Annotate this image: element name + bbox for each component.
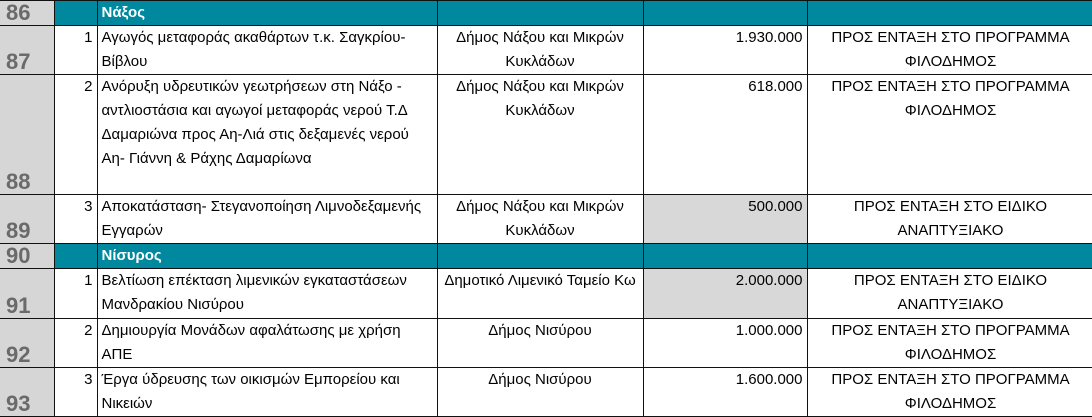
row-header[interactable]: 90: [0, 243, 55, 269]
row-header[interactable]: 92: [0, 318, 55, 368]
row-header[interactable]: 88: [0, 74, 55, 195]
row-header[interactable]: 86: [0, 0, 55, 26]
amount-cell[interactable]: 1.000.000: [642, 318, 808, 368]
table-row: 88 2 Ανόρυξη υδρευτικών γεωτρήσεων στη Νάξ…: [0, 74, 1092, 195]
cell-empty[interactable]: [436, 0, 644, 26]
amount-cell[interactable]: 618.000: [642, 74, 808, 195]
row-header[interactable]: 91: [0, 268, 55, 319]
row-header[interactable]: 89: [0, 194, 55, 244]
body-cell[interactable]: Δημοτικό Λιμενικό Ταμείο Κω: [436, 268, 644, 319]
section-row: 86 Νάξος: [0, 0, 1092, 26]
row-header[interactable]: 87: [0, 25, 55, 75]
project-cell[interactable]: Αγωγός μεταφοράς ακαθάρτων τ.κ. Σαγκρίου…: [96, 25, 438, 75]
body-cell[interactable]: Δήμος Νάξου και Μικρών Κυκλάδων: [436, 194, 644, 244]
table-row: 87 1 Αγωγός μεταφοράς ακαθάρτων τ.κ. Σαγκρ…: [0, 25, 1092, 75]
amount-cell[interactable]: 1.930.000: [642, 25, 808, 75]
status-cell[interactable]: ΠΡΟΣ ΕΝΤΑΞΗ ΣΤΟ ΠΡΟΓΡΑΜΜΑ ΦΙΛΟΔΗΜΟΣ: [806, 367, 1092, 417]
table-row: 91 1 Βελτίωση επέκταση λιμενικών εγκαταστά…: [0, 268, 1092, 319]
cell-empty[interactable]: [642, 0, 808, 26]
section-row: 90 Νίσυρος: [0, 243, 1092, 269]
item-number-cell[interactable]: 1: [53, 268, 98, 319]
section-title-cell[interactable]: Νίσυρος: [96, 243, 438, 269]
body-cell[interactable]: Δήμος Νάξου και Μικρών Κυκλάδων: [436, 74, 644, 195]
project-cell[interactable]: Ανόρυξη υδρευτικών γεωτρήσεων στη Νάξο -…: [96, 74, 438, 195]
amount-cell[interactable]: 2.000.000: [642, 268, 808, 319]
table-row: 92 2 Δημιουργία Μονάδων αφαλάτωσης με χρήσ…: [0, 318, 1092, 368]
cell-empty[interactable]: [53, 243, 98, 269]
status-cell[interactable]: ΠΡΟΣ ΕΝΤΑΞΗ ΣΤΟ ΠΡΟΓΡΑΜΜΑ ΦΙΛΟΔΗΜΟΣ: [806, 74, 1092, 195]
amount-cell[interactable]: 500.000: [642, 194, 808, 244]
project-cell[interactable]: Δημιουργία Μονάδων αφαλάτωσης με χρήση Α…: [96, 318, 438, 368]
item-number-cell[interactable]: 3: [53, 194, 98, 244]
section-title-cell[interactable]: Νάξος: [96, 0, 438, 26]
status-cell[interactable]: ΠΡΟΣ ΕΝΤΑΞΗ ΣΤΟ ΕΙΔΙΚΟ ΑΝΑΠΤΥΞΙΑΚΟ: [806, 194, 1092, 244]
body-cell[interactable]: Δήμος Νισύρου: [436, 367, 644, 417]
body-cell[interactable]: Δήμος Νισύρου: [436, 318, 644, 368]
status-cell[interactable]: ΠΡΟΣ ΕΝΤΑΞΗ ΣΤΟ ΠΡΟΓΡΑΜΜΑ ΦΙΛΟΔΗΜΟΣ: [806, 318, 1092, 368]
cell-empty[interactable]: [806, 243, 1092, 269]
amount-cell[interactable]: 1.600.000: [642, 367, 808, 417]
project-cell[interactable]: Βελτίωση επέκταση λιμενικών εγκαταστάσεω…: [96, 268, 438, 319]
status-cell[interactable]: ΠΡΟΣ ΕΝΤΑΞΗ ΣΤΟ ΠΡΟΓΡΑΜΜΑ ΦΙΛΟΔΗΜΟΣ: [806, 25, 1092, 75]
table-row: 93 3 Έργα ύδρευσης των οικισμών Εμπορείου …: [0, 367, 1092, 417]
cell-empty[interactable]: [806, 0, 1092, 26]
project-cell[interactable]: Αποκατάσταση- Στεγανοποίηση Λιμνοδεξαμεν…: [96, 194, 438, 244]
status-cell[interactable]: ΠΡΟΣ ΕΝΤΑΞΗ ΣΤΟ ΕΙΔΙΚΟ ΑΝΑΠΤΥΞΙΑΚΟ: [806, 268, 1092, 319]
row-header[interactable]: 93: [0, 367, 55, 417]
cell-empty[interactable]: [642, 243, 808, 269]
cell-empty[interactable]: [436, 243, 644, 269]
item-number-cell[interactable]: 2: [53, 74, 98, 195]
body-cell[interactable]: Δήμος Νάξου και Μικρών Κυκλάδων: [436, 25, 644, 75]
table-row: 89 3 Αποκατάσταση- Στεγανοποίηση Λιμνοδεξα…: [0, 194, 1092, 244]
cell-empty[interactable]: [53, 0, 98, 26]
project-cell[interactable]: Έργα ύδρευσης των οικισμών Εμπορείου και…: [96, 367, 438, 417]
item-number-cell[interactable]: 3: [53, 367, 98, 417]
item-number-cell[interactable]: 2: [53, 318, 98, 368]
item-number-cell[interactable]: 1: [53, 25, 98, 75]
